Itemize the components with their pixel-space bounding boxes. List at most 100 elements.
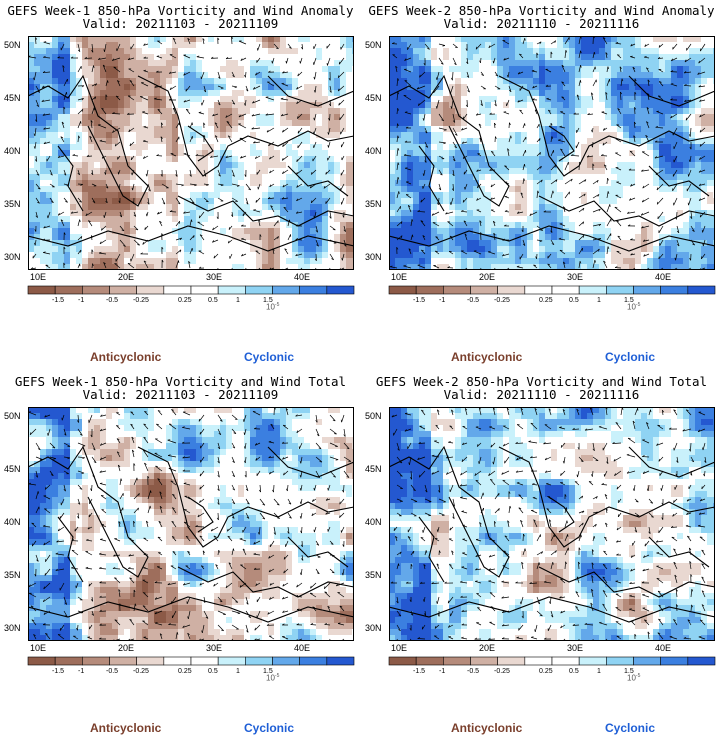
lat-label-50n: 50N bbox=[4, 40, 21, 50]
colorbar-unit: 10-5 bbox=[266, 673, 280, 683]
colorbar-tick-label: -1.5 bbox=[413, 297, 426, 304]
colorbar-tick-label: -1.5 bbox=[52, 297, 65, 304]
lat-label-45n: 45N bbox=[365, 464, 382, 474]
legend-cyclonic: Cyclonic bbox=[244, 350, 295, 364]
colorbar-unit: 10-5 bbox=[627, 302, 641, 312]
lat-label-30n: 30N bbox=[4, 623, 21, 633]
colorbar-swatch bbox=[217, 285, 246, 295]
colorbar-swatch bbox=[136, 656, 165, 666]
lon-label-30e: 30E bbox=[206, 643, 223, 653]
colorbar-swatch bbox=[245, 656, 273, 666]
colorbar-tick-label: -0.25 bbox=[494, 297, 510, 304]
colorbar-swatch bbox=[82, 656, 110, 666]
colorbar-swatch bbox=[272, 656, 300, 666]
colorbar-tick-label: -0.5 bbox=[467, 297, 480, 304]
colorbar-tick-label: 1.5 bbox=[263, 297, 273, 304]
panel-valid-range: Valid: 20211110 - 20211116 bbox=[443, 387, 640, 402]
colorbar-swatch bbox=[245, 285, 273, 295]
legend-cyclonic: Cyclonic bbox=[605, 350, 656, 364]
colorbar-swatch bbox=[687, 656, 716, 666]
colorbar-swatch bbox=[660, 285, 689, 295]
lat-label-30n: 30N bbox=[4, 252, 21, 262]
panel-title: GEFS Week-2 850-hPa Vorticity and Wind T… bbox=[375, 374, 708, 389]
legend-cyclonic: Cyclonic bbox=[244, 721, 295, 735]
colorbar-tick-label: 0.25 bbox=[539, 668, 553, 675]
lat-label-30n: 30N bbox=[365, 252, 382, 262]
colorbar-tick-label: -1 bbox=[439, 297, 446, 304]
lon-label-20e: 20E bbox=[118, 643, 135, 653]
colorbar-swatch bbox=[54, 656, 83, 666]
panel-valid-range: Valid: 20211103 - 20211109 bbox=[82, 16, 279, 31]
lon-label-10e: 10E bbox=[30, 643, 47, 653]
colorbar-tick-label: 0.5 bbox=[208, 297, 218, 304]
lon-label-10e: 10E bbox=[30, 272, 47, 282]
colorbar-swatch bbox=[82, 285, 110, 295]
colorbar-tick-label: 1 bbox=[597, 668, 601, 675]
colorbar-tick-label: -1 bbox=[78, 668, 85, 675]
colorbar-swatch bbox=[109, 285, 137, 295]
colorbar-tick-label: -1 bbox=[439, 668, 446, 675]
lat-label-40n: 40N bbox=[4, 517, 21, 527]
lat-label-40n: 40N bbox=[4, 146, 21, 156]
colorbar-swatch bbox=[551, 656, 580, 666]
colorbar-swatch bbox=[578, 285, 607, 295]
colorbar-tick-label: 1.5 bbox=[624, 297, 634, 304]
colorbar bbox=[388, 656, 716, 666]
colorbar-tick-label: -1.5 bbox=[413, 668, 426, 675]
colorbar-swatch bbox=[443, 656, 471, 666]
colorbar-swatch bbox=[163, 656, 192, 666]
lon-label-10e: 10E bbox=[391, 643, 408, 653]
colorbar-swatch bbox=[190, 285, 219, 295]
colorbar-unit: 10-5 bbox=[266, 302, 280, 312]
lat-label-35n: 35N bbox=[4, 199, 21, 209]
colorbar-tick-label: 0.25 bbox=[178, 297, 192, 304]
colorbar-tick-label: 1 bbox=[236, 668, 240, 675]
colorbar-swatch bbox=[27, 285, 56, 295]
lon-label-30e: 30E bbox=[567, 272, 584, 282]
vorticity-map bbox=[389, 36, 715, 270]
colorbar-swatch bbox=[524, 285, 553, 295]
lon-label-40e: 40E bbox=[655, 643, 672, 653]
legend-anticyclonic: Anticyclonic bbox=[90, 350, 162, 364]
colorbar-swatch bbox=[633, 285, 661, 295]
colorbar-swatch bbox=[633, 656, 661, 666]
colorbar-swatch bbox=[272, 285, 300, 295]
colorbar-tick-label: 1.5 bbox=[624, 668, 634, 675]
colorbar-swatch bbox=[163, 285, 192, 295]
lat-label-40n: 40N bbox=[365, 517, 382, 527]
colorbar-tick-label: -0.5 bbox=[106, 668, 119, 675]
colorbar-swatch bbox=[415, 656, 444, 666]
lat-label-50n: 50N bbox=[365, 411, 382, 421]
lon-label-10e: 10E bbox=[391, 272, 408, 282]
colorbar-swatch bbox=[299, 285, 328, 295]
colorbar-swatch bbox=[606, 285, 634, 295]
lon-label-20e: 20E bbox=[118, 272, 135, 282]
colorbar-unit: 10-5 bbox=[627, 673, 641, 683]
lat-label-45n: 45N bbox=[4, 93, 21, 103]
panel-week1-anomaly: GEFS Week-1 850-hPa Vorticity and Wind A… bbox=[0, 0, 361, 371]
legend-cyclonic: Cyclonic bbox=[605, 721, 656, 735]
lon-label-40e: 40E bbox=[655, 272, 672, 282]
lon-label-40e: 40E bbox=[294, 272, 311, 282]
colorbar-tick-label: 1 bbox=[597, 297, 601, 304]
colorbar-tick-label: -0.25 bbox=[133, 297, 149, 304]
colorbar-swatch bbox=[415, 285, 444, 295]
colorbar-tick-label: 0.25 bbox=[539, 297, 553, 304]
panel-title: GEFS Week-1 850-hPa Vorticity and Wind T… bbox=[14, 374, 347, 389]
panel-week1-total: GEFS Week-1 850-hPa Vorticity and Wind T… bbox=[0, 371, 361, 742]
colorbar-swatch bbox=[687, 285, 716, 295]
legend-anticyclonic: Anticyclonic bbox=[90, 721, 162, 735]
colorbar-swatch bbox=[388, 656, 417, 666]
colorbar-swatch bbox=[109, 656, 137, 666]
colorbar-tick-label: 0.5 bbox=[208, 668, 218, 675]
colorbar-swatch bbox=[660, 656, 689, 666]
legend-anticyclonic: Anticyclonic bbox=[451, 721, 523, 735]
colorbar bbox=[27, 656, 355, 666]
colorbar-swatch bbox=[578, 656, 607, 666]
colorbar-swatch bbox=[470, 285, 498, 295]
colorbar-swatch bbox=[136, 285, 165, 295]
colorbar-swatch bbox=[524, 656, 553, 666]
vorticity-map bbox=[389, 407, 715, 641]
lon-label-20e: 20E bbox=[479, 272, 496, 282]
colorbar-swatch bbox=[54, 285, 83, 295]
